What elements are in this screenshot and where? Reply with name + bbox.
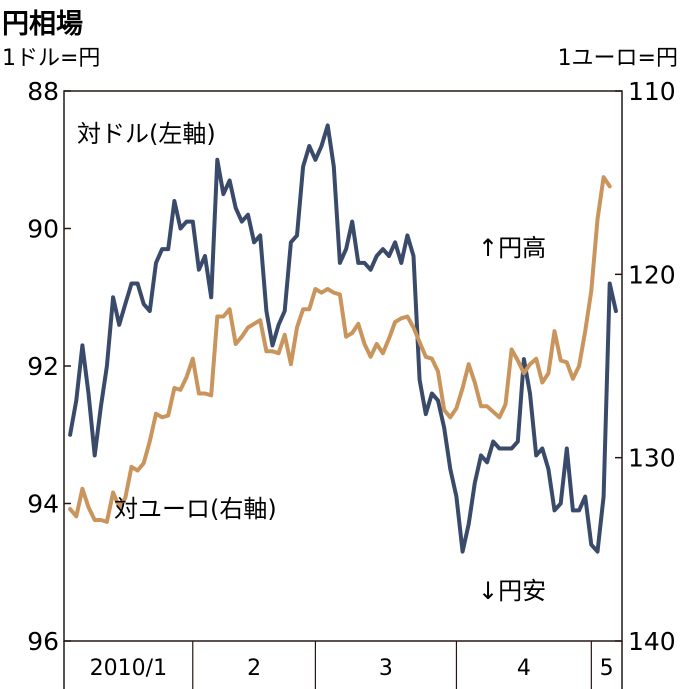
usd-series-line [68,123,618,554]
left-tick-label: 88 [27,77,59,106]
x-tick-label: 5 [600,656,614,681]
right-tick-label: 110 [628,77,676,106]
right-tick-label: 120 [628,260,676,289]
right-axis-unit: 1ユーロ=円 [558,46,678,71]
chart-title: 円相場 [2,9,83,40]
left-axis-unit: 1ドル=円 [2,46,100,71]
right-tick-label: 130 [628,444,676,473]
x-tick-label: 2010/1 [90,656,167,681]
left-tick-label: 90 [27,215,59,244]
x-tick-label: 3 [379,656,393,681]
yen-weak-annotation: ↓円安 [478,577,546,605]
eur-series-line [68,175,612,524]
left-tick-label: 92 [27,352,59,381]
x-tick-label: 4 [517,656,531,681]
left-tick-label: 94 [27,490,59,519]
yen-strong-annotation: ↑円高 [478,234,546,262]
right-tick-label: 140 [628,627,676,656]
usd-series-label: 対ドル(左軸) [77,120,216,148]
x-tick-label: 2 [247,656,261,681]
left-tick-label: 96 [27,627,59,656]
eur-series-label: 対ユーロ(右軸) [114,495,277,523]
